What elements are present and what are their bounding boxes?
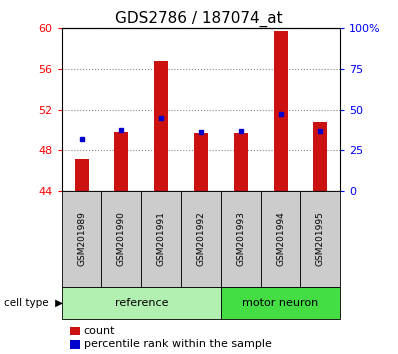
Bar <box>115 132 129 191</box>
Text: GSM201992: GSM201992 <box>197 212 205 266</box>
Bar <box>274 32 287 191</box>
Text: GDS2786 / 187074_at: GDS2786 / 187074_at <box>115 11 283 27</box>
Bar <box>221 287 340 319</box>
Bar <box>300 191 340 287</box>
Text: count: count <box>84 326 115 336</box>
Bar <box>75 159 89 191</box>
Text: GSM201995: GSM201995 <box>316 211 325 267</box>
Bar <box>234 133 248 191</box>
Bar <box>261 191 300 287</box>
Text: GSM201991: GSM201991 <box>157 211 166 267</box>
Bar <box>62 191 101 287</box>
Text: GSM201990: GSM201990 <box>117 211 126 267</box>
Text: percentile rank within the sample: percentile rank within the sample <box>84 339 271 349</box>
Bar <box>62 287 221 319</box>
Text: GSM201993: GSM201993 <box>236 211 245 267</box>
Text: reference: reference <box>115 298 168 308</box>
Bar <box>181 191 221 287</box>
Bar <box>194 133 208 191</box>
Bar <box>221 191 261 287</box>
Text: cell type  ▶: cell type ▶ <box>4 298 63 308</box>
Text: GSM201994: GSM201994 <box>276 212 285 266</box>
Text: motor neuron: motor neuron <box>242 298 319 308</box>
Bar <box>154 61 168 191</box>
Text: GSM201989: GSM201989 <box>77 211 86 267</box>
Bar <box>314 122 328 191</box>
Bar <box>101 191 141 287</box>
Bar <box>141 191 181 287</box>
